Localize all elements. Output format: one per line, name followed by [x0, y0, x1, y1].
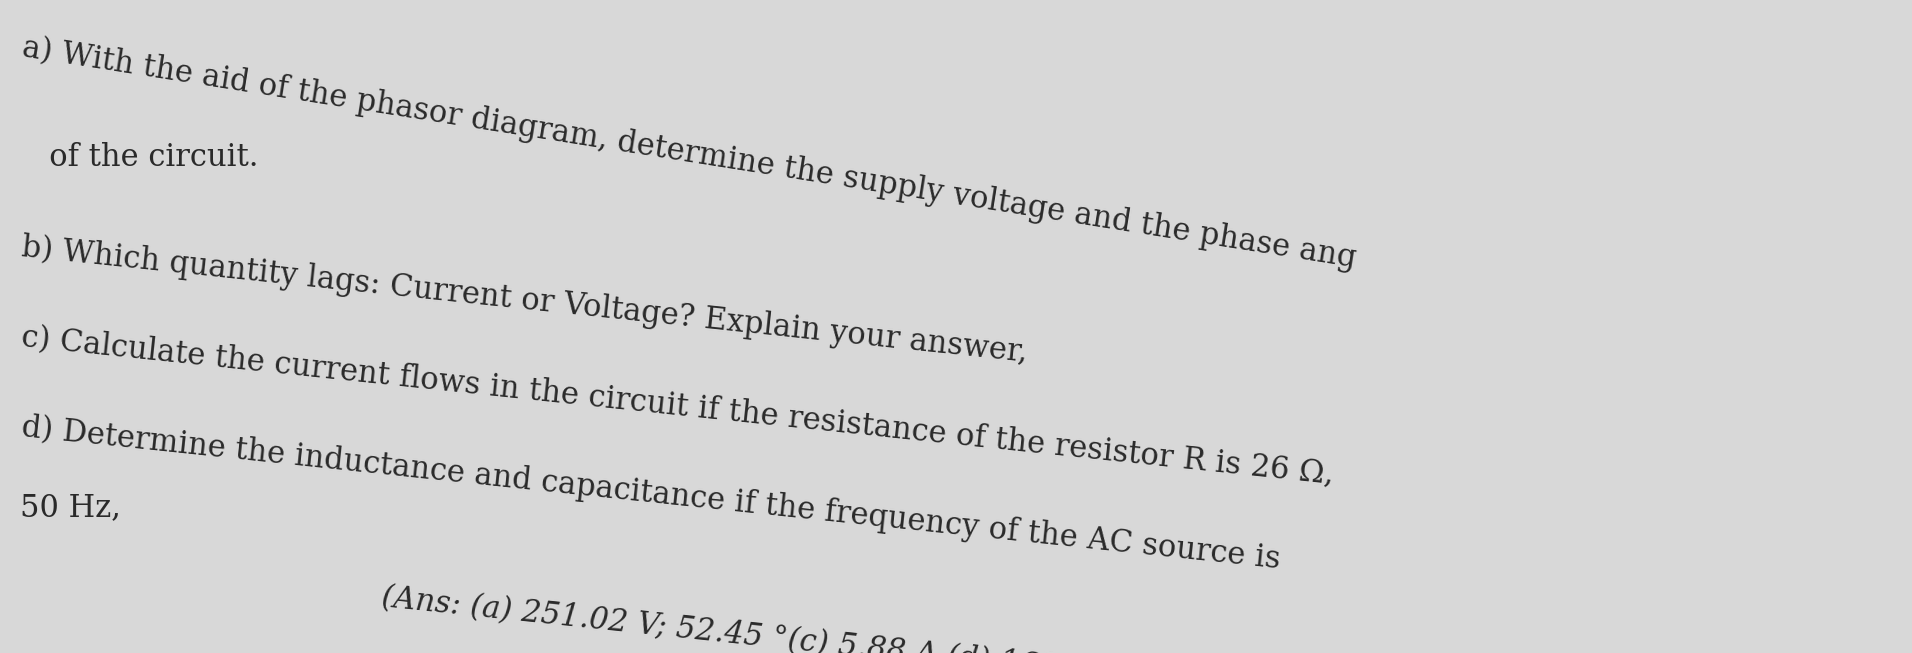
- Text: b) Which quantity lags: Current or Voltage? Explain your answer,: b) Which quantity lags: Current or Volta…: [19, 232, 1029, 369]
- Text: of the circuit.: of the circuit.: [19, 142, 258, 173]
- Text: a) With the aid of the phasor diagram, determine the supply voltage and the phas: a) With the aid of the phasor diagram, d…: [19, 32, 1359, 274]
- Text: 50 Hz,: 50 Hz,: [19, 492, 120, 523]
- Text: d) Determine the inductance and capacitance if the frequency of the AC source is: d) Determine the inductance and capacita…: [19, 412, 1281, 575]
- Text: c) Calculate the current flows in the circuit if the resistance of the resistor : c) Calculate the current flows in the ci…: [19, 322, 1335, 491]
- Text: (Ans: (a) 251.02 V; 52.45 °(c) 5.88 A (d) 162.75 μF; 0.17 H ): (Ans: (a) 251.02 V; 52.45 °(c) 5.88 A (d…: [380, 582, 1302, 653]
